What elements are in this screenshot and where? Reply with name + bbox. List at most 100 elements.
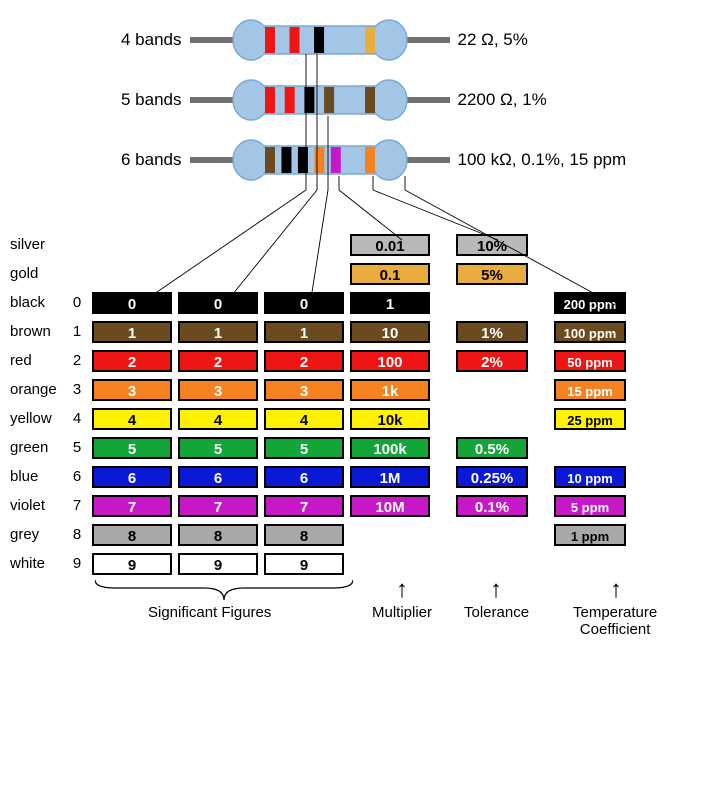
resistor-body	[190, 75, 450, 125]
band-brown	[265, 147, 275, 173]
band-black	[281, 147, 291, 173]
color-name: brown	[10, 323, 62, 340]
sig-cell: 8	[92, 524, 172, 546]
sig-cell: 5	[178, 437, 258, 459]
sig-cell: 1	[264, 321, 344, 343]
color-name: green	[10, 439, 62, 456]
tol-cell: 0.5%	[456, 437, 528, 459]
tcr-cell: 1 ppm	[554, 524, 626, 546]
color-digit: 1	[68, 323, 86, 340]
bottom-labels: Significant Figures ↑ Multiplier ↑ Toler…	[10, 578, 709, 668]
sig-cell: 4	[178, 408, 258, 430]
band-brown	[324, 87, 334, 113]
sig-cell: 2	[178, 350, 258, 372]
sig-cell: 8	[264, 524, 344, 546]
mult-cell: 1M	[350, 466, 430, 488]
sig-cell: 3	[264, 379, 344, 401]
band-red	[284, 87, 294, 113]
mult-cell: 10k	[350, 408, 430, 430]
label-multiplier: Multiplier	[372, 604, 432, 621]
color-row-silver: silver0.0110%	[10, 230, 709, 259]
label-tempco: Temperature Coefficient	[573, 604, 657, 638]
tol-cell: 1%	[456, 321, 528, 343]
color-row-yellow: yellow444410k25 ppm	[10, 404, 709, 433]
sig-cell: 6	[178, 466, 258, 488]
sig-cell: 9	[264, 553, 344, 575]
color-row-orange: orange33331k15 ppm	[10, 375, 709, 404]
sig-cell: 5	[264, 437, 344, 459]
mult-cell: 10	[350, 321, 430, 343]
mult-cell: 100	[350, 350, 430, 372]
resistor-body	[190, 135, 450, 185]
color-digit: 9	[68, 555, 86, 572]
color-digit: 7	[68, 497, 86, 514]
band-violet	[330, 147, 340, 173]
tcr-cell: 5 ppm	[554, 495, 626, 517]
mult-cell: 1	[350, 292, 430, 314]
resistor-row: 6 bands100 kΩ, 0.1%, 15 ppm	[10, 130, 709, 190]
sig-cell: 2	[92, 350, 172, 372]
sig-cell: 7	[92, 495, 172, 517]
sig-cell: 5	[92, 437, 172, 459]
mult-cell: 0.1	[350, 263, 430, 285]
color-digit: 3	[68, 381, 86, 398]
tcr-cell: 200 ppm	[554, 292, 626, 314]
resistor-label-left: 4 bands	[32, 30, 190, 50]
color-row-violet: violet777710M0.1%5 ppm	[10, 491, 709, 520]
sig-cell: 0	[92, 292, 172, 314]
sig-cell: 4	[264, 408, 344, 430]
color-name: grey	[10, 526, 62, 543]
mult-cell: 100k	[350, 437, 430, 459]
mult-cell: 1k	[350, 379, 430, 401]
brace-sigfig	[95, 578, 353, 602]
label-tolerance: Tolerance	[464, 604, 529, 621]
tcr-cell: 100 ppm	[554, 321, 626, 343]
color-digit: 5	[68, 439, 86, 456]
sig-cell: 9	[92, 553, 172, 575]
tcr-cell: 50 ppm	[554, 350, 626, 372]
band-red	[289, 27, 299, 53]
color-row-grey: grey88881 ppm	[10, 520, 709, 549]
color-name: gold	[10, 265, 62, 282]
color-digit: 2	[68, 352, 86, 369]
sig-cell: 4	[92, 408, 172, 430]
color-digit: 6	[68, 468, 86, 485]
tol-cell: 2%	[456, 350, 528, 372]
tol-cell: 0.25%	[456, 466, 528, 488]
sig-cell: 0	[264, 292, 344, 314]
band-gold	[365, 27, 375, 53]
tcr-cell: 15 ppm	[554, 379, 626, 401]
color-row-black: black00001200 ppm	[10, 288, 709, 317]
label-sig-figures: Significant Figures	[148, 604, 271, 621]
sig-cell: 6	[92, 466, 172, 488]
color-name: yellow	[10, 410, 62, 427]
band-black	[297, 147, 307, 173]
arrow-tempco: ↑	[610, 578, 622, 602]
color-name: black	[10, 294, 62, 311]
tol-cell: 5%	[456, 263, 528, 285]
tol-cell: 0.1%	[456, 495, 528, 517]
color-row-brown: brown1111101%100 ppm	[10, 317, 709, 346]
color-name: red	[10, 352, 62, 369]
resistor-row: 4 bands 22 Ω, 5%	[10, 10, 709, 70]
resistor-label-right: 100 kΩ, 0.1%, 15 ppm	[450, 150, 688, 170]
arrow-tolerance: ↑	[490, 578, 502, 602]
band-black	[304, 87, 314, 113]
resistor-label-right: 2200 Ω, 1%	[450, 90, 688, 110]
resistor-row: 5 bands 2200 Ω, 1%	[10, 70, 709, 130]
tcr-cell: 10 ppm	[554, 466, 626, 488]
resistor-body	[190, 15, 450, 65]
color-row-white: white9999	[10, 549, 709, 578]
sig-cell: 7	[264, 495, 344, 517]
mult-cell: 0.01	[350, 234, 430, 256]
sig-cell: 8	[178, 524, 258, 546]
color-digit: 8	[68, 526, 86, 543]
resistor-label-left: 5 bands	[32, 90, 190, 110]
band-orange	[314, 147, 324, 173]
resistor-label-right: 22 Ω, 5%	[450, 30, 688, 50]
sig-cell: 1	[92, 321, 172, 343]
color-name: white	[10, 555, 62, 572]
sig-cell: 0	[178, 292, 258, 314]
tcr-cell: 25 ppm	[554, 408, 626, 430]
color-row-gold: gold 0.1 5%	[10, 259, 709, 288]
